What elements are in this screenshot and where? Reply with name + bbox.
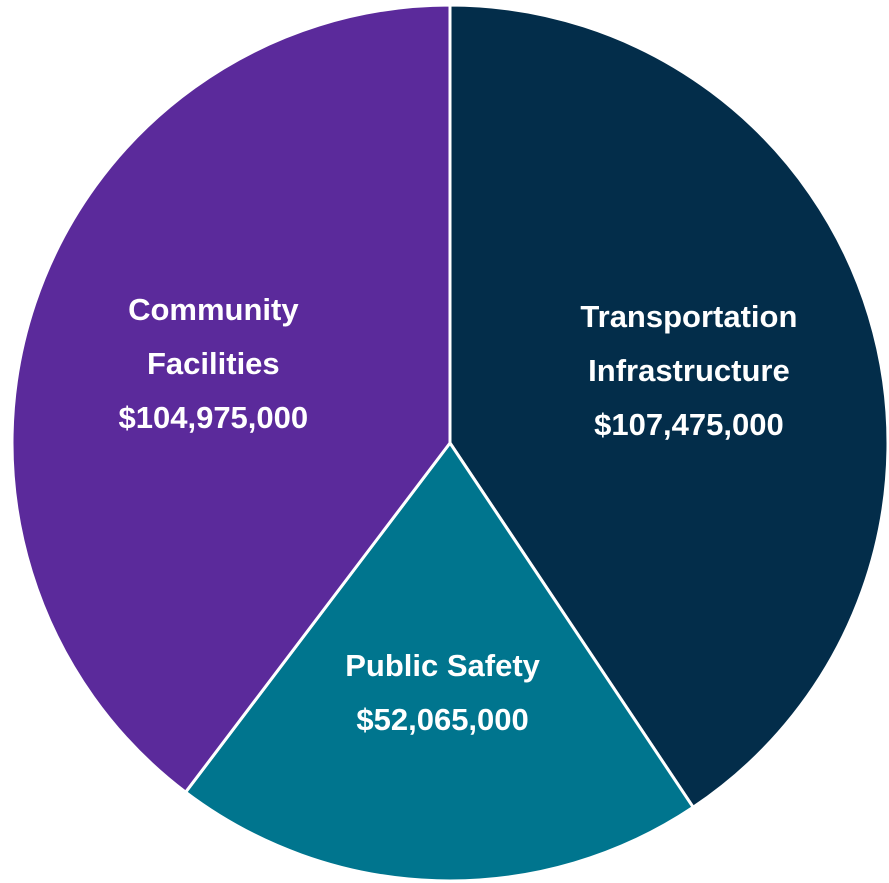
slice-label: Transportation Infrastructure $107,475,00… — [559, 261, 819, 481]
slice-label: Community Facilities $104,975,000 — [83, 254, 343, 474]
pie-slice — [183, 440, 696, 883]
slice-label: Public Safety $52,065,000 — [313, 583, 573, 803]
slice-name: Transportation Infrastructure — [580, 298, 798, 388]
slice-label-box: Transportation Infrastructure $107,475,00… — [559, 261, 819, 481]
pie-slice — [10, 3, 452, 795]
slice-label-box: Public Safety $52,065,000 — [313, 583, 573, 803]
slice-value: $52,065,000 — [356, 701, 529, 737]
slice-name: Public Safety — [345, 647, 540, 683]
slice-value: $107,475,000 — [594, 406, 784, 442]
slice-label-box: Community Facilities $104,975,000 — [83, 254, 343, 474]
slice-name: Community Facilities — [128, 291, 299, 381]
slice-value: $104,975,000 — [118, 399, 309, 435]
